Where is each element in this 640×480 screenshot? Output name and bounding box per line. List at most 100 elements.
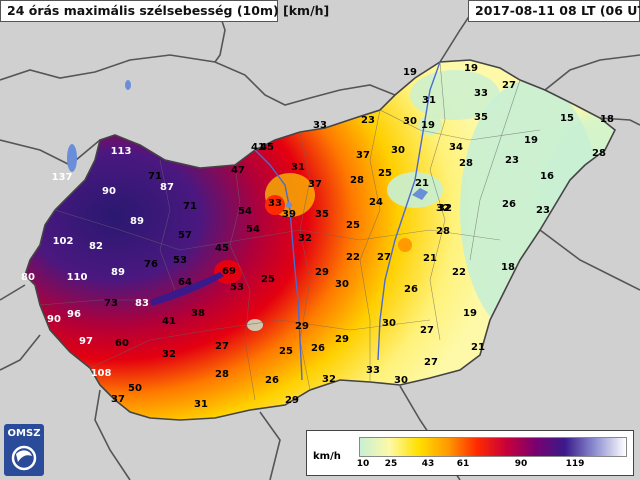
station-value: 32: [162, 349, 176, 360]
station-value: 28: [350, 175, 364, 186]
station-value: 30: [403, 116, 417, 127]
station-value: 35: [315, 209, 329, 220]
station-value: 35: [474, 112, 488, 123]
station-value: 33: [268, 198, 282, 209]
hungary-border: [24, 59, 617, 421]
station-value: 137: [51, 172, 73, 183]
station-value: 54: [246, 224, 260, 235]
station-value: 32: [322, 374, 336, 385]
station-value: 108: [90, 368, 112, 379]
station-value: 18: [501, 262, 515, 273]
station-value: 23: [536, 205, 550, 216]
map-title: 24 órás maximális szélsebesség (10m) [km…: [0, 0, 329, 22]
station-value: 53: [173, 255, 187, 266]
station-value: 29: [315, 267, 329, 278]
station-value: 71: [148, 171, 162, 182]
station-value: 90: [47, 314, 61, 325]
legend-colorbar: [359, 437, 627, 457]
station-value: 33: [313, 120, 327, 131]
station-value: 27: [502, 80, 516, 91]
station-value: 39: [282, 209, 296, 220]
budapest-marker: [286, 202, 292, 208]
station-value: 19: [463, 308, 477, 319]
station-value: 24: [369, 197, 383, 208]
station-value: 21: [423, 253, 437, 264]
station-value: 30: [382, 318, 396, 329]
station-value: 23: [361, 115, 375, 126]
legend-tick: 10: [356, 459, 370, 469]
station-value: 30: [335, 279, 349, 290]
station-value: 30: [391, 145, 405, 156]
station-value: 54: [238, 206, 252, 217]
station-value: 76: [144, 259, 158, 270]
legend-tick: 90: [514, 459, 528, 469]
station-value: 37: [308, 179, 322, 190]
station-value: 26: [265, 375, 279, 386]
station-value: 15: [560, 113, 574, 124]
station-value: 25: [279, 346, 293, 357]
station-value: 45: [260, 142, 274, 153]
station-value: 41: [162, 316, 176, 327]
station-value: 25: [346, 220, 360, 231]
station-value: 28: [215, 369, 229, 380]
station-value: 37: [111, 394, 125, 405]
station-value: 89: [111, 267, 125, 278]
station-value: 60: [115, 338, 129, 349]
station-value: 28: [592, 148, 606, 159]
station-value: 21: [471, 342, 485, 353]
logo-text: OMSZ: [7, 428, 41, 439]
station-value: 26: [404, 284, 418, 295]
station-value: 29: [335, 334, 349, 345]
station-value: 113: [110, 146, 132, 157]
station-value: 57: [178, 230, 192, 241]
station-value: 28: [436, 226, 450, 237]
station-value: 22: [452, 267, 466, 278]
station-value: 30: [394, 375, 408, 386]
legend-tick: 119: [565, 459, 585, 469]
station-value: 97: [79, 336, 93, 347]
station-value: 41: [251, 142, 265, 153]
legend-tick: 61: [456, 459, 470, 469]
omsz-logo: OMSZ: [4, 424, 44, 476]
station-value: 19: [464, 63, 478, 74]
station-value: 27: [215, 341, 229, 352]
station-value: 87: [160, 182, 174, 193]
station-value: 26: [502, 199, 516, 210]
station-value: 18: [600, 114, 614, 125]
station-value: 50: [128, 383, 142, 394]
rivers: [254, 61, 441, 381]
station-value: 31: [194, 399, 208, 410]
station-value: 19: [421, 120, 435, 131]
legend-unit: km/h: [313, 451, 341, 462]
station-value: 19: [403, 67, 417, 78]
station-value: 47: [231, 165, 245, 176]
station-value: 28: [459, 158, 473, 169]
station-value: 38: [191, 308, 205, 319]
station-value: 27: [377, 252, 391, 263]
station-value: 29: [295, 321, 309, 332]
station-value: 31: [291, 162, 305, 173]
station-value: 21: [415, 178, 429, 189]
station-value: 80: [21, 272, 35, 283]
station-value: 83: [135, 298, 149, 309]
station-value: 32: [438, 203, 452, 214]
station-value: 27: [420, 325, 434, 336]
station-value: 96: [67, 309, 81, 320]
station-value: 23: [505, 155, 519, 166]
station-value: 16: [540, 171, 554, 182]
station-value: 25: [261, 274, 275, 285]
station-value: 31: [422, 95, 436, 106]
station-value: 32: [298, 233, 312, 244]
station-value: 33: [474, 88, 488, 99]
station-value: 33: [366, 365, 380, 376]
station-value: 89: [130, 216, 144, 227]
station-value: 73: [104, 298, 118, 309]
station-value: 22: [346, 252, 360, 263]
station-value: 90: [102, 186, 116, 197]
station-value: 25: [378, 168, 392, 179]
small-lake: [125, 80, 131, 90]
station-value: 71: [183, 201, 197, 212]
station-value: 32: [436, 203, 450, 214]
